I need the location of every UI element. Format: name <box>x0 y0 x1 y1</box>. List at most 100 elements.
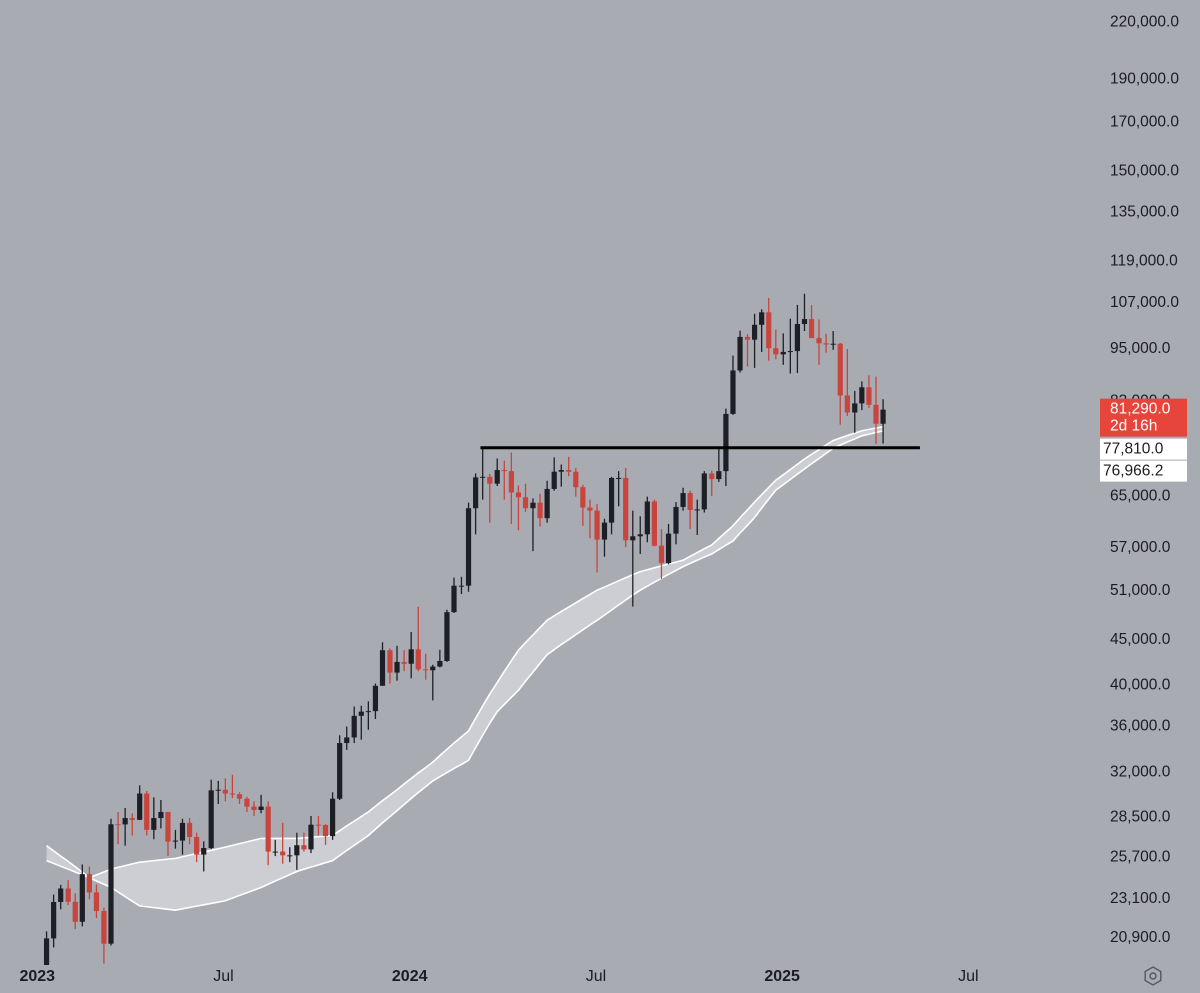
ma-line <box>46 430 884 912</box>
candle-body <box>208 790 214 849</box>
candle-body <box>344 737 350 744</box>
candle-body <box>794 324 801 352</box>
candle-body <box>487 476 493 484</box>
candle-body <box>522 497 529 509</box>
y-tick-label: 95,000.0 <box>1110 340 1171 357</box>
candle-body <box>773 348 779 355</box>
candle-body <box>129 818 135 820</box>
x-tick-label: Jul <box>586 968 606 985</box>
line-value-label: 76,966.2 <box>1103 463 1163 480</box>
candle-body <box>86 874 92 893</box>
candle-body <box>72 901 78 922</box>
candle-body <box>108 824 114 944</box>
candle-body <box>830 343 836 345</box>
candle-body <box>329 798 336 837</box>
candle-body <box>473 477 479 509</box>
candle-body <box>172 840 179 842</box>
settings-dot <box>1149 972 1157 980</box>
y-tick-label: 150,000.0 <box>1110 162 1179 179</box>
x-tick-label: 2024 <box>392 968 428 985</box>
candle-body <box>151 818 157 830</box>
y-tick-label: 40,000.0 <box>1110 677 1171 694</box>
candle-body <box>544 488 550 519</box>
candle-body <box>287 855 293 857</box>
candle-body <box>866 387 872 405</box>
candle-body <box>573 471 579 488</box>
line-value-box <box>1100 460 1187 482</box>
candle-body <box>766 312 772 349</box>
candle-body <box>530 502 536 509</box>
candle-body <box>43 938 50 965</box>
candle-body <box>65 888 71 902</box>
candle-body <box>379 650 386 686</box>
candle-body <box>337 743 343 799</box>
candle-body <box>787 351 793 353</box>
y-tick-label: 190,000.0 <box>1110 70 1179 87</box>
candle-body <box>322 824 329 837</box>
candle-body <box>465 508 472 586</box>
candle-body <box>716 471 722 480</box>
candle-body <box>236 794 243 799</box>
x-tick-label: Jul <box>958 968 978 985</box>
candle-body <box>723 413 729 472</box>
candle-body <box>179 822 186 841</box>
y-tick-label: 32,000.0 <box>1110 763 1171 780</box>
candle-body <box>644 501 650 535</box>
candle-body <box>201 848 207 855</box>
y-tick-label: 36,000.0 <box>1110 718 1171 735</box>
axes: 220,000.0 190,000.0 170,000.0 150,000.0 135,… <box>19 13 1187 985</box>
candle-body <box>508 471 514 493</box>
candle-body <box>551 471 557 489</box>
candle-body <box>873 404 879 424</box>
candle-body <box>372 685 379 712</box>
settings-icon[interactable] <box>1144 966 1162 986</box>
candle-body <box>408 649 414 664</box>
candle-body <box>301 845 307 850</box>
y-tick-label: 57,000.0 <box>1110 539 1171 556</box>
y-tick-label: 25,700.0 <box>1110 849 1171 866</box>
candle-body <box>658 545 665 564</box>
candle-body <box>229 793 236 795</box>
candle-body <box>558 470 564 472</box>
candle-body <box>430 666 436 671</box>
candle-body <box>280 851 286 856</box>
y-tick-label: 28,500.0 <box>1110 808 1171 825</box>
y-tick-label: 170,000.0 <box>1110 114 1179 131</box>
candle-body <box>444 612 450 662</box>
line-value-box <box>1100 438 1187 460</box>
candle-body <box>823 343 829 345</box>
candle-body <box>115 824 121 826</box>
candle-body <box>780 351 786 355</box>
candle-body <box>272 851 278 853</box>
candle-body <box>537 502 543 519</box>
last-price-box <box>1100 398 1187 437</box>
candle-body <box>122 818 128 825</box>
candle-body <box>258 806 264 810</box>
candle-body <box>701 473 707 510</box>
candle-body <box>101 911 107 944</box>
plot-area <box>43 293 920 965</box>
candle-body <box>744 336 751 340</box>
candle-body <box>215 789 221 791</box>
candle-body <box>801 319 808 325</box>
candle-body <box>852 403 858 413</box>
candle-body <box>458 585 465 587</box>
candle-body <box>351 715 357 738</box>
candle-body <box>165 811 171 842</box>
candle-body <box>222 789 228 794</box>
candle-body <box>315 824 322 826</box>
y-tick-label: 135,000.0 <box>1110 203 1179 220</box>
candle-body <box>751 324 758 340</box>
x-tick-label: Jul <box>213 968 233 985</box>
y-tick-label: 20,900.0 <box>1110 929 1171 946</box>
candle-body <box>515 492 522 498</box>
ma-line <box>46 425 884 879</box>
candle-body <box>616 477 622 479</box>
countdown-label: 2d 16h <box>1110 418 1157 435</box>
candle-body <box>837 343 843 396</box>
candle-body <box>308 824 314 850</box>
candle-body <box>680 493 686 507</box>
